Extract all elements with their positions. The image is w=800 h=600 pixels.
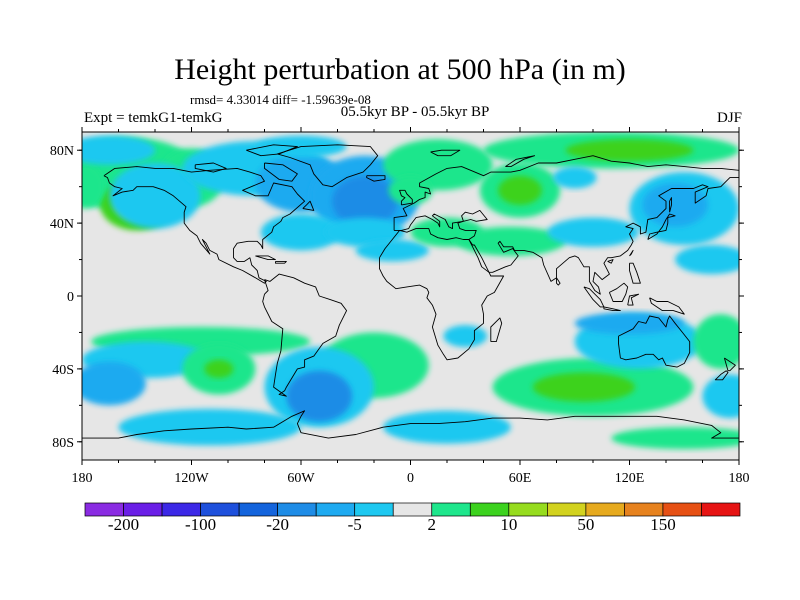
anomaly-blob <box>383 410 511 444</box>
lat-tick-label: 80N <box>50 144 74 159</box>
lon-tick-label: 180 <box>72 471 93 486</box>
victoria-island-coastline <box>194 162 227 173</box>
coastlines <box>82 144 739 439</box>
stats-line: rmsd= 4.33014 diff= -1.59639e-08 <box>190 92 371 107</box>
philippines-coastline <box>629 262 641 284</box>
season-label: DJF <box>716 110 742 126</box>
colorbar-label: -200 <box>107 515 140 534</box>
anomaly-blob <box>532 372 635 402</box>
lon-tick-label: 60W <box>287 471 315 486</box>
anomaly-blob <box>332 175 398 227</box>
iceland-coastline <box>366 175 386 182</box>
borneo-coastline <box>608 282 629 302</box>
uk-coastline <box>399 189 413 206</box>
colorbar-labels: -200 -100 -20 -5 2 10 50 150 <box>0 516 800 536</box>
colorbar-label: -100 <box>184 515 217 534</box>
lat-tick-label: 40N <box>50 217 74 232</box>
madagascar-coastline <box>490 317 503 343</box>
cuba-coastline <box>255 255 276 261</box>
anomaly-blob <box>109 162 201 229</box>
lat-tick-label: 40S <box>52 363 74 378</box>
japan-coastline <box>647 213 676 240</box>
anomaly-blob <box>547 217 639 247</box>
anomaly-blob <box>456 226 566 256</box>
colorbar-swatch <box>701 502 741 517</box>
java-coastline <box>603 306 621 312</box>
anomaly-blob <box>324 217 406 247</box>
anomaly-blob <box>611 427 739 450</box>
colorbar-label: 50 <box>577 515 595 534</box>
sulawesi-coastline <box>627 293 640 306</box>
anomaly-blob <box>552 166 597 189</box>
novaya-zemlya-coastline <box>505 155 536 168</box>
colorbar-label: 150 <box>650 515 676 534</box>
south-america-coastline <box>262 273 348 397</box>
plot-title: Height perturbation at 500 hPa (in m) <box>174 53 626 86</box>
lon-tick-label: 180 <box>729 471 750 486</box>
lon-tick-label: 120E <box>615 471 645 486</box>
colorbar-label: -20 <box>266 515 289 534</box>
colorbar <box>84 502 741 517</box>
colorbar-label: 10 <box>500 515 518 534</box>
anomaly-blob <box>498 175 542 205</box>
anomaly-blob <box>82 135 155 165</box>
anomaly-blob <box>675 244 739 275</box>
north-america-coastline <box>103 166 306 284</box>
experiment-label: Expt = temkG1-temkG <box>84 110 223 126</box>
eurasia-coastline <box>393 155 739 295</box>
ellesmere-island-coastline <box>246 144 298 157</box>
new-zealand-south-coastline <box>714 370 729 381</box>
lon-tick-label: 120W <box>174 471 209 486</box>
baffin-island-coastline <box>264 162 298 182</box>
anomaly-blob <box>204 359 234 378</box>
new-guinea-coastline <box>649 297 685 315</box>
colorbar-swatch <box>431 502 471 517</box>
greenland-coastline <box>277 144 379 188</box>
kamchatka-sakhalin-coastline <box>669 197 672 213</box>
sri-lanka-coastline <box>556 277 561 286</box>
africa-coastline <box>379 228 505 361</box>
lat-tick-label: 80S <box>52 436 74 451</box>
anomaly-blob <box>565 139 694 162</box>
taiwan-coastline <box>629 249 634 257</box>
new-zealand-coastline <box>723 357 736 372</box>
anomaly-blob <box>443 325 488 348</box>
hainan-coastline <box>607 259 614 264</box>
antarctica-coastline <box>82 410 739 439</box>
australia-coastline <box>618 315 691 368</box>
newfoundland-coastline <box>302 200 315 211</box>
colorbar-swatch <box>392 502 433 517</box>
lat-tick-label: 0 <box>67 290 74 305</box>
anomaly-blob <box>693 314 739 369</box>
anomaly-blob <box>355 239 429 262</box>
period-label: 05.5kyr BP - 05.5kyr BP <box>340 104 490 120</box>
axis-ticks: 180 120W 60W 0 60E 120E 180 80N 40N 0 40S 80S <box>50 127 750 486</box>
lon-tick-label: 60E <box>509 471 532 486</box>
anomaly-blob <box>82 361 146 406</box>
anomaly-blob <box>118 408 301 446</box>
anomaly-blob <box>388 175 433 205</box>
colorbar-label: 2 <box>427 515 437 534</box>
lon-tick-label: 0 <box>407 471 414 486</box>
anomaly-blob <box>82 164 104 209</box>
anomaly-blob <box>260 214 342 251</box>
svalbard-coastline <box>430 149 461 157</box>
hispaniola-coastline <box>275 260 287 264</box>
anomaly-blob <box>642 183 708 227</box>
anomaly-blob <box>286 370 353 422</box>
colorbar-label: -5 <box>347 515 362 534</box>
anomaly-blob <box>702 374 739 419</box>
